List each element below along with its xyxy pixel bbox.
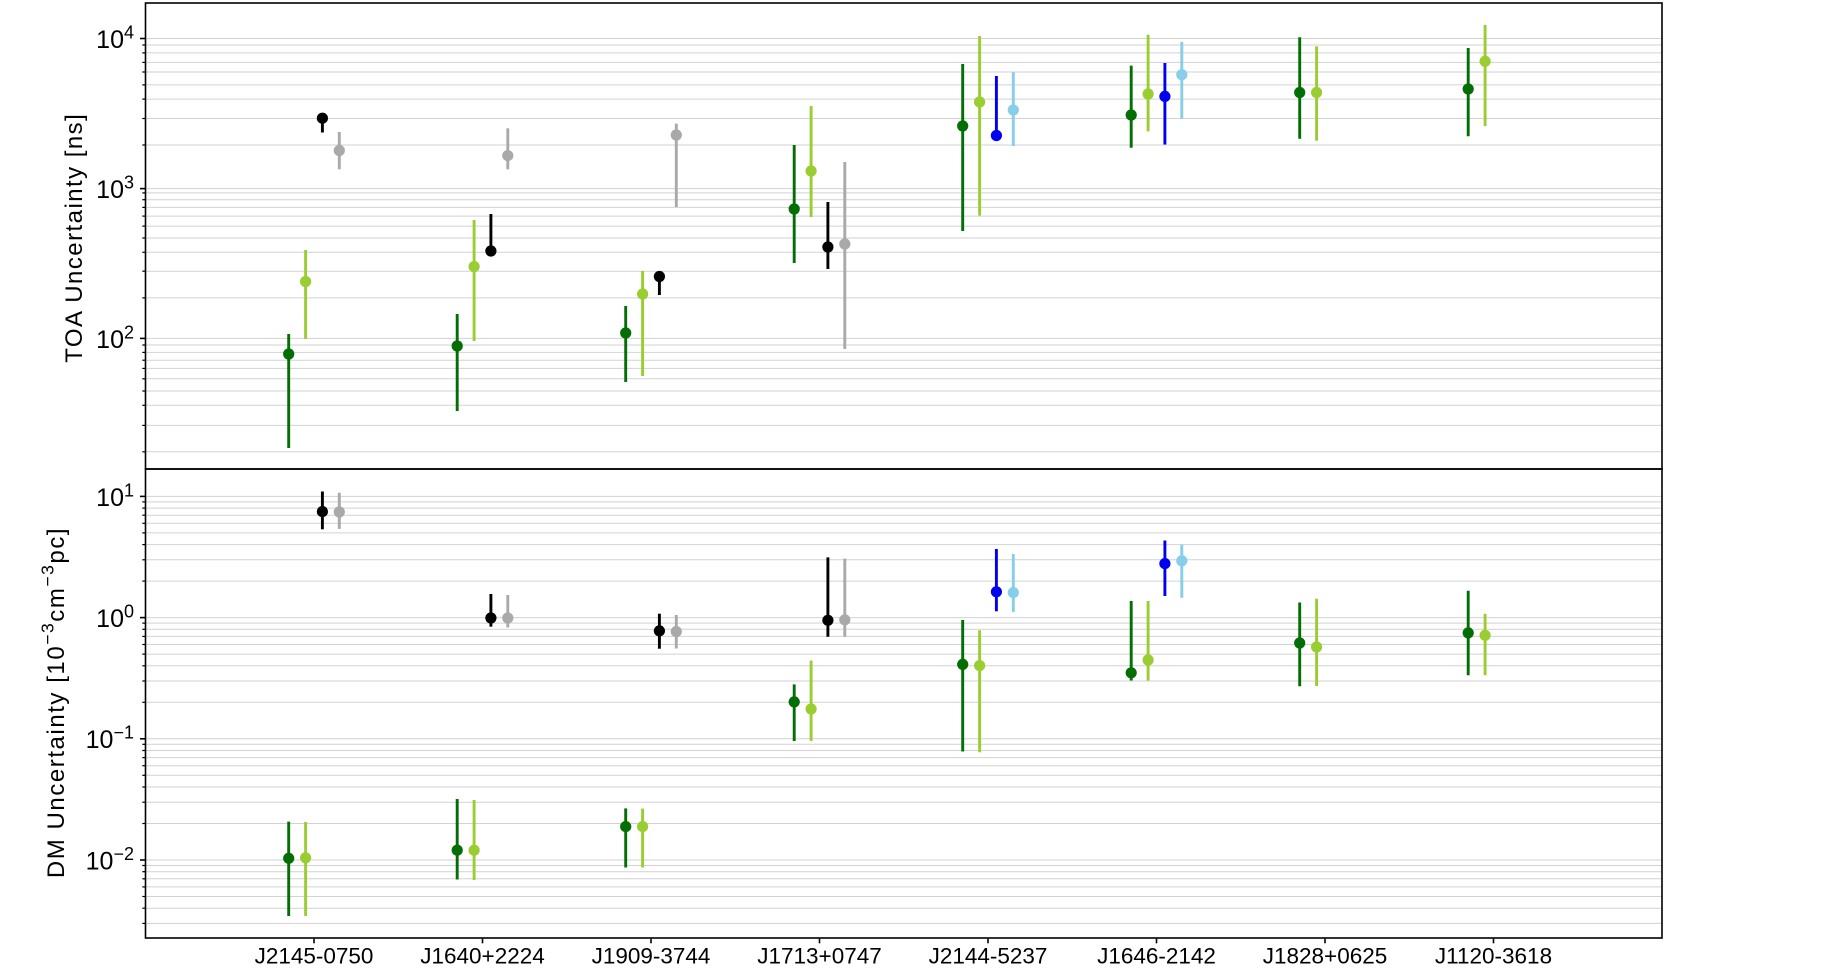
svg-text:J1120-3618: J1120-3618 [1435, 943, 1552, 968]
svg-text:J2144-5237: J2144-5237 [929, 943, 1048, 968]
svg-text:J1640+2224: J1640+2224 [420, 943, 545, 968]
svg-text:J1909-3744: J1909-3744 [592, 943, 711, 968]
svg-text:101: 101 [96, 480, 134, 512]
svg-text:J1828+0625: J1828+0625 [1263, 943, 1388, 968]
svg-text:DM Uncertainty [10−3cm−3pc]: DM Uncertainty [10−3cm−3pc] [38, 527, 70, 878]
svg-text:J1646-2142: J1646-2142 [1097, 943, 1216, 968]
svg-text:TOA Uncertainty [ns]: TOA Uncertainty [ns] [61, 113, 88, 363]
svg-text:J1713+0747: J1713+0747 [757, 943, 882, 968]
svg-text:J2145-0750: J2145-0750 [255, 943, 374, 968]
